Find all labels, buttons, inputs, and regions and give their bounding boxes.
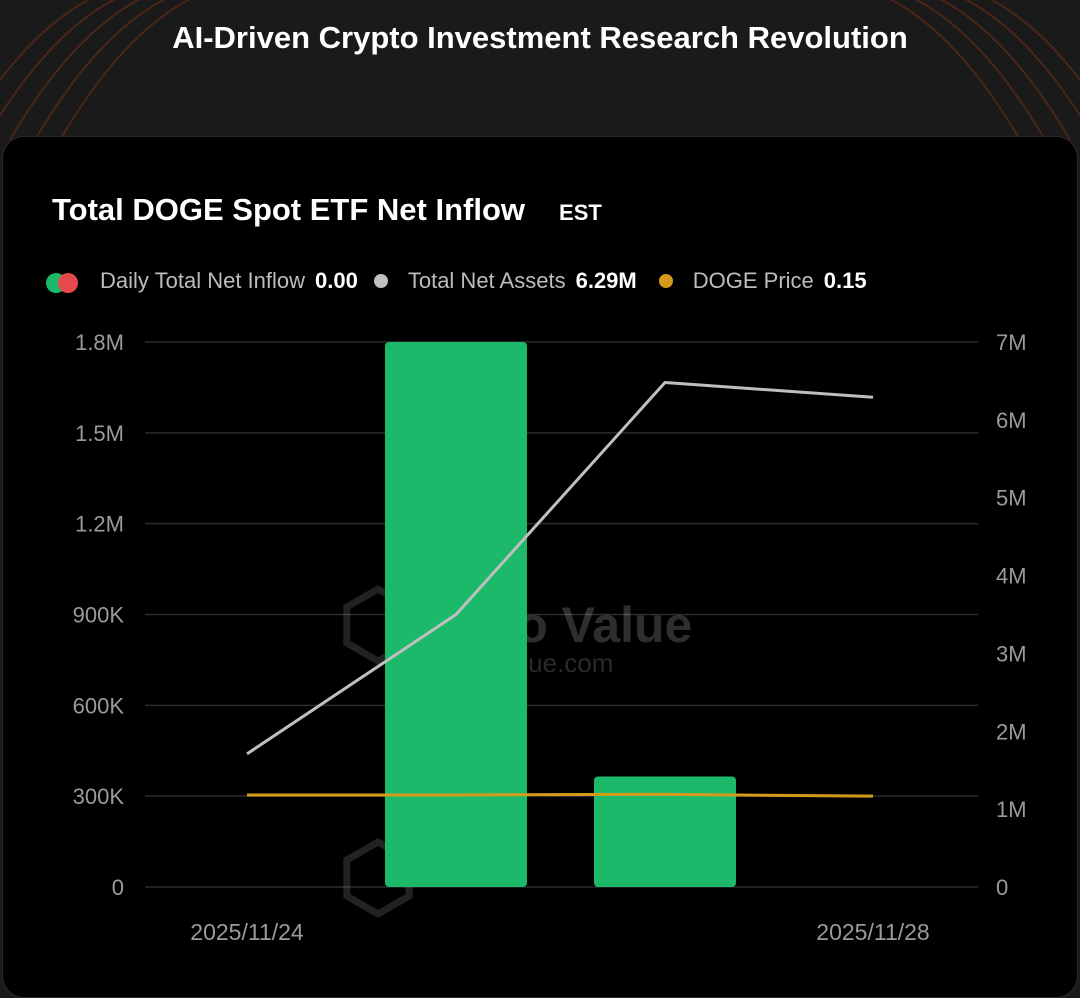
y-right-tick-label: 0	[996, 875, 1008, 900]
bar-net-inflow	[594, 776, 736, 887]
y-right-tick-label: 2M	[996, 719, 1027, 744]
y-right-tick-label: 4M	[996, 564, 1027, 589]
green-red-dot-icon	[46, 271, 80, 293]
chart-title: Total DOGE Spot ETF Net Inflow	[52, 192, 526, 227]
y-left-tick-label: 900K	[73, 603, 125, 628]
x-tick-label: 2025/11/24	[190, 919, 304, 945]
y-left-tick-label: 1.8M	[75, 330, 124, 355]
timezone-label[interactable]: EST	[559, 200, 602, 225]
line-doge-price	[247, 792, 874, 798]
y-right-tick-label: 6M	[996, 408, 1027, 433]
y-left-tick-label: 1.2M	[75, 512, 124, 537]
banner-title: AI-Driven Crypto Investment Research Rev…	[172, 20, 908, 55]
y-right-tick-label: 3M	[996, 641, 1027, 666]
y-left-tick-label: 300K	[73, 784, 125, 809]
chart-card	[2, 136, 1078, 998]
chart-header: Total DOGE Spot ETF Net Inflow EST	[52, 192, 602, 228]
legend-item-net-inflow[interactable]: Daily Total Net Inflow 0.00	[46, 268, 358, 294]
legend-item-doge-price[interactable]: DOGE Price 0.15	[658, 268, 867, 294]
y-right-tick-label: 7M	[996, 330, 1027, 355]
y-left-tick-label: 600K	[73, 693, 125, 718]
y-left-tick-label: 1.5M	[75, 421, 124, 446]
orange-dot-icon	[658, 274, 673, 288]
legend-value: 6.29M	[575, 268, 637, 293]
gray-dot-icon	[373, 274, 388, 288]
chart-plot: 0 300K 600K 900K 1.2M 1.5M 1.8M 0 1M 2M 3M 4M 5M 6M 7M…	[73, 330, 1027, 945]
legend-label: Daily Total Net Inflow	[100, 268, 306, 293]
legend-label: Total Net Assets	[407, 268, 566, 293]
line-total-net-assets	[246, 380, 874, 756]
y-left-tick-label: 0	[112, 875, 124, 900]
legend-value: 0.15	[823, 268, 867, 293]
chart-legend: Daily Total Net Inflow 0.00 Total Net As…	[46, 268, 867, 294]
background-decoration	[0, 0, 1080, 140]
legend-item-net-assets[interactable]: Total Net Assets 6.29M	[373, 268, 637, 294]
y-right-tick-label: 1M	[996, 797, 1027, 822]
legend-label: DOGE Price	[692, 268, 814, 293]
legend-value: 0.00	[315, 268, 358, 293]
x-tick-label: 2025/11/28	[816, 919, 929, 945]
y-right-tick-label: 5M	[996, 486, 1027, 511]
